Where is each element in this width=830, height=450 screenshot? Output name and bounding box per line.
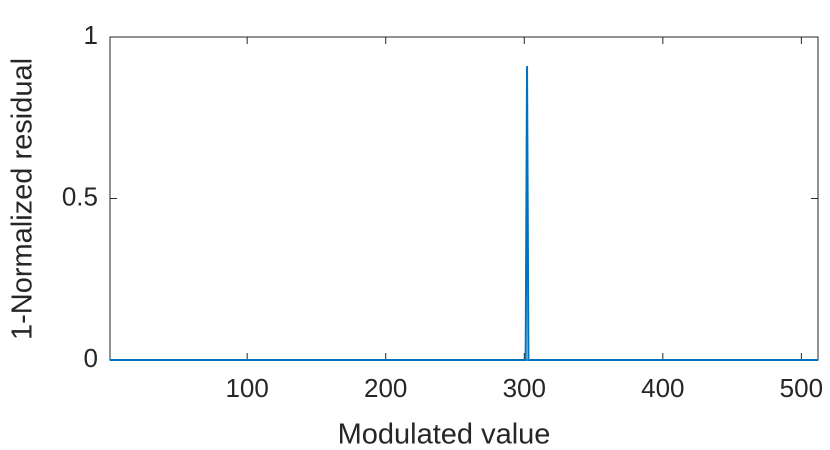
x-tick-label: 200 — [364, 373, 407, 403]
y-tick-label: 0.5 — [62, 181, 98, 211]
x-tick-label: 300 — [503, 373, 546, 403]
plot-frame — [109, 36, 819, 361]
y-tick-label: 0 — [84, 343, 98, 373]
x-tick-label: 400 — [641, 373, 684, 403]
x-tick-label: 100 — [225, 373, 268, 403]
x-tick-label: 500 — [780, 373, 823, 403]
y-axis-label: 1-Normalized residual — [7, 58, 39, 340]
y-tick-label: 1 — [84, 20, 98, 50]
x-axis-label: Modulated value — [338, 419, 551, 450]
line-series — [110, 66, 818, 361]
